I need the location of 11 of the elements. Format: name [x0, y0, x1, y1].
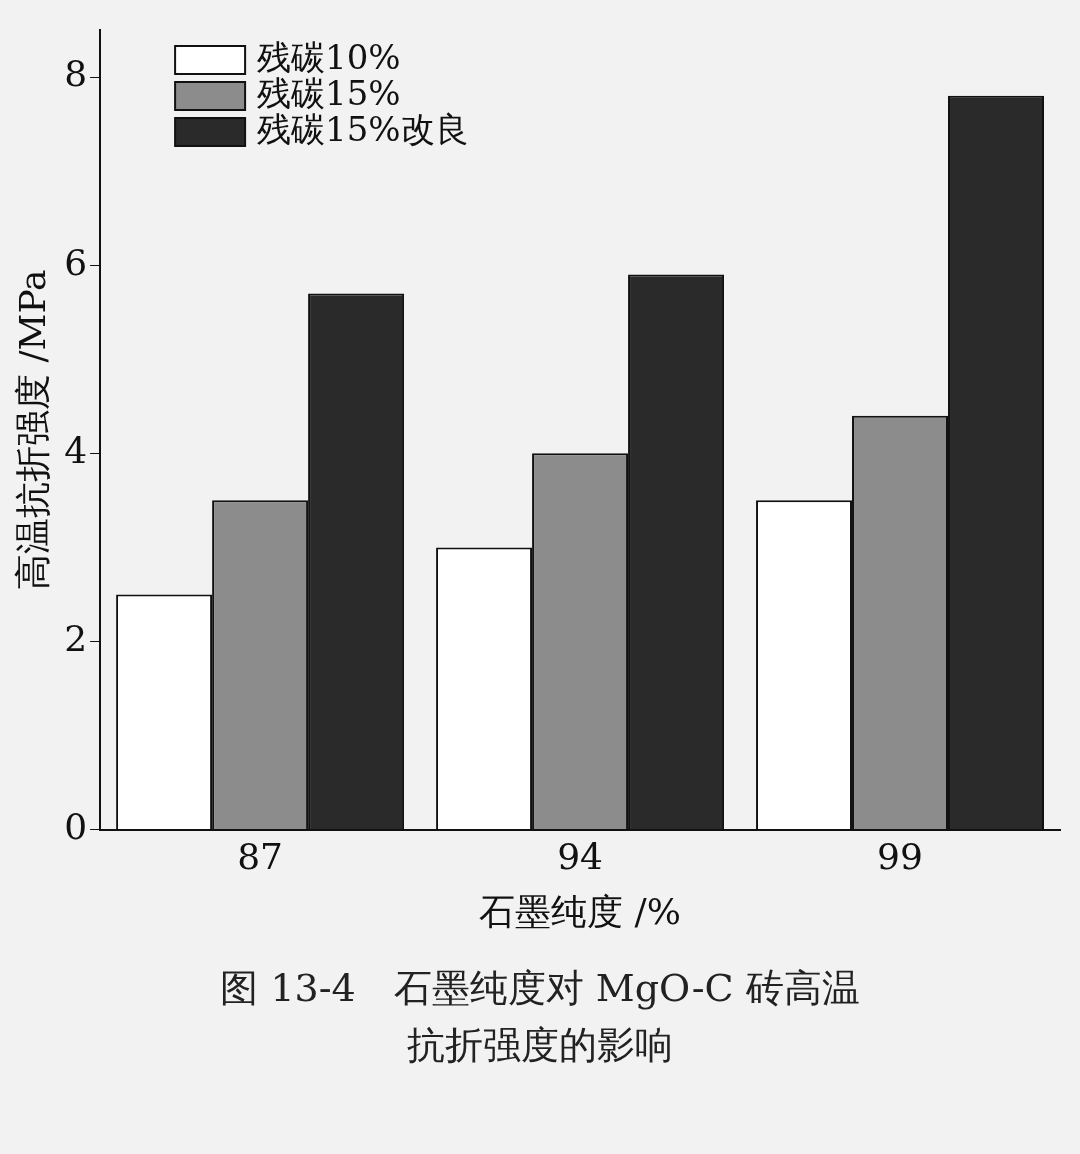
- y-tick-label: 6: [64, 241, 88, 283]
- x-tick-label: 94: [557, 835, 603, 877]
- caption: 图 13-4 石墨纯度对 MgO-C 砖高温抗折强度的影响: [220, 965, 860, 1069]
- y-tick-label: 8: [64, 53, 88, 95]
- y-axis-title: 高温抗折强度 /MPa: [11, 269, 53, 591]
- y-tick-label: 0: [64, 805, 88, 847]
- y-tick-label: 4: [64, 429, 88, 471]
- x-tick-label: 99: [877, 835, 923, 877]
- y-tick-label: 2: [64, 617, 88, 659]
- x-axis-title: 石墨纯度 /%: [479, 890, 681, 932]
- x-tick-label: 87: [237, 835, 283, 877]
